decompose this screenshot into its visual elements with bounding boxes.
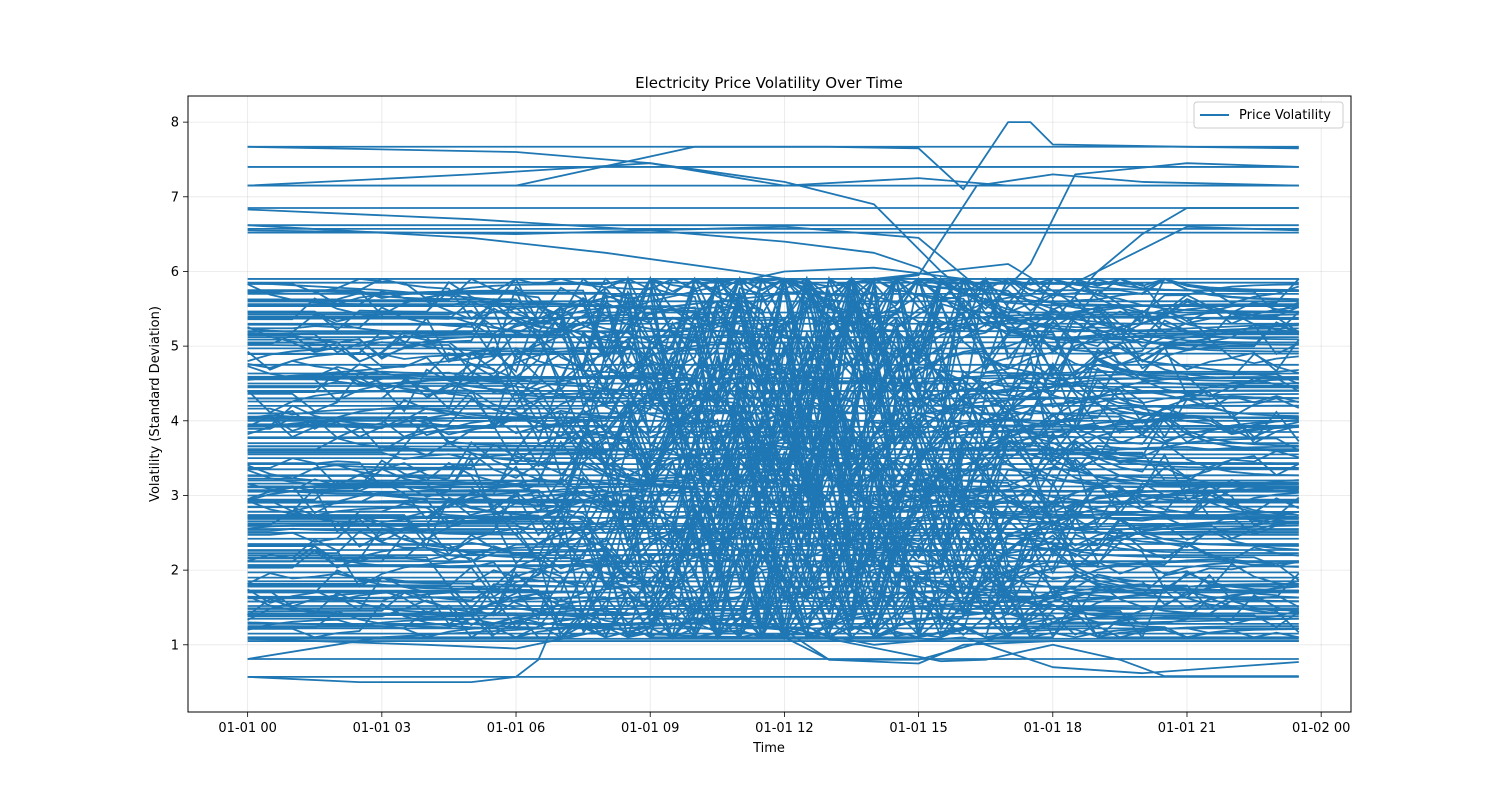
y-tick-label: 4 [171,414,179,429]
series-line [247,379,1299,556]
series-line-excursion [247,121,1299,191]
series-price-volatility [246,121,1300,683]
y-tick-label: 1 [171,638,179,653]
x-axis: 01-01 00 01-01 03 01-01 06 01-01 09 01-01 12… [218,712,1350,736]
x-tick-label: 01-01 06 [487,721,545,736]
x-tick-label: 01-01 03 [353,721,411,736]
x-tick-label: 01-01 12 [755,721,813,736]
y-tick-label: 2 [171,564,179,579]
y-tick-label: 8 [171,116,179,131]
series-line-excursion [247,225,1299,348]
series-line-excursion [247,621,1299,678]
series-line-excursion [247,173,1299,288]
chart-title: Electricity Price Volatility Over Time [635,74,903,92]
legend-label: Price Volatility [1239,108,1331,123]
series-line [247,275,1299,385]
series-line [247,517,1300,641]
y-tick-label: 3 [171,489,179,504]
series-line [247,565,1299,639]
legend: Price Volatility [1193,101,1344,129]
series-line-excursion [247,606,1299,683]
x-tick-label: 01-01 18 [1024,721,1082,736]
series-line-excursion [247,617,1299,675]
series-line [247,515,1299,639]
x-axis-label: Time [752,741,785,756]
x-tick-label: 01-01 09 [621,721,679,736]
y-tick-label: 7 [171,190,179,205]
series-line [247,414,1299,579]
x-tick-label: 01-01 00 [218,721,276,736]
series-line-excursion [247,617,1299,661]
series-line [247,590,1299,639]
series-line-excursion [247,145,1299,187]
x-tick-label: 01-01 21 [1158,721,1216,736]
series-line-excursion [247,266,1299,381]
series-line [247,277,1299,445]
series-line [247,278,1300,412]
x-tick-label: 01-02 00 [1292,721,1350,736]
y-axis: 1 2 3 4 5 6 7 8 [171,116,188,653]
series-line [247,277,1299,362]
legend-frame [1193,101,1344,129]
series-line [247,296,1300,475]
plot-frame [187,95,1352,713]
series-line [247,362,1300,515]
series-line-excursion [247,263,1299,333]
series-line [247,288,1299,502]
y-tick-label: 5 [171,340,179,355]
series-line [247,276,1299,419]
y-axis-label: Volatility (Standard Deviation) [148,306,163,502]
y-tick-label: 6 [171,265,179,280]
x-tick-label: 01-01 15 [889,721,947,736]
series-line [247,330,1299,508]
series-line [247,326,1299,483]
